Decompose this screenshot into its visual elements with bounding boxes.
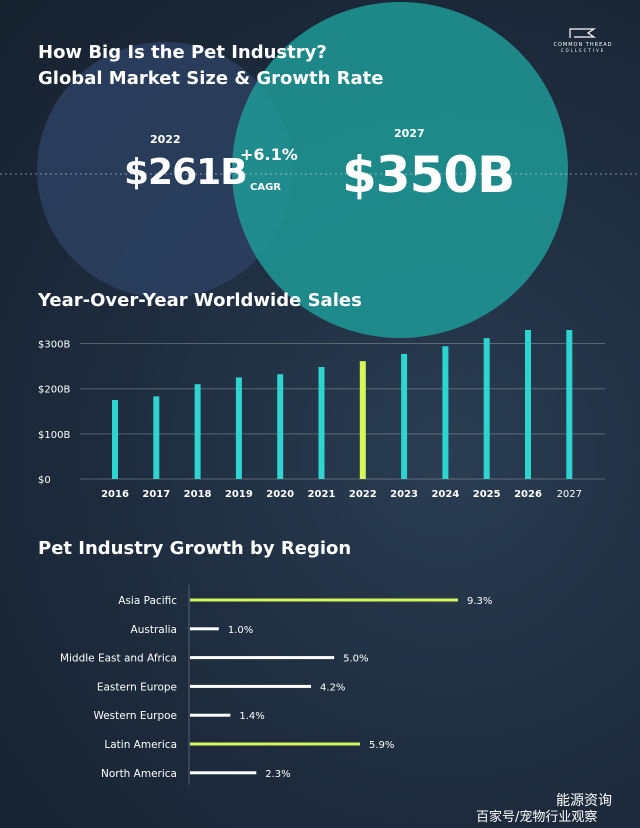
region-value-label: 5.0% (343, 654, 368, 665)
x-tick-label: 2026 (514, 489, 542, 500)
region-bar (190, 742, 361, 746)
y-tick-label: $300B (38, 340, 70, 351)
region-label: Australia (131, 624, 177, 636)
region-label: Eastern Europe (97, 681, 177, 693)
y-tick-label: $100B (38, 430, 70, 441)
bar-2018 (194, 384, 201, 479)
bar-2026 (525, 330, 531, 479)
bar-2020 (277, 374, 284, 479)
bar-2023 (401, 353, 408, 479)
bar-2022 (359, 361, 366, 479)
bar-2025 (483, 338, 490, 479)
region-label: Middle East and Africa (60, 653, 177, 665)
bar-2019 (235, 377, 242, 479)
x-tick-label: 2023 (390, 489, 418, 500)
y-tick-label: $200B (38, 385, 70, 396)
flag-icon (569, 28, 596, 38)
bar-2017 (153, 396, 160, 479)
page-title: How Big Is the Pet Industry? (38, 42, 327, 63)
year-2027-label: 2027 (394, 127, 425, 140)
cagr-value: +6.1% (240, 145, 298, 164)
value-2022: $261B (124, 152, 248, 193)
cagr-label: CAGR (250, 182, 281, 193)
year-2022-label: 2022 (150, 133, 181, 146)
x-tick-label: 2022 (349, 489, 377, 500)
region-bar (190, 684, 312, 688)
x-tick-label: 2017 (142, 489, 170, 500)
logo-text: COMMON THREAD (553, 42, 613, 48)
bar-2027 (566, 330, 573, 479)
x-tick-label: 2021 (308, 489, 336, 500)
circle-2022 (37, 42, 293, 298)
region-bar-chart: Asia Pacific 9.3% Australia 1.0% Middle East… (60, 585, 492, 785)
region-bar (190, 598, 458, 602)
brand-logo: COMMON THREAD COLLECTIVE (548, 28, 618, 53)
region-bar (190, 627, 219, 631)
region-label: Western Eurpoe (93, 710, 177, 722)
region-label: North America (101, 768, 177, 780)
bar-2024 (442, 346, 449, 479)
region-value-label: 9.3% (467, 596, 492, 607)
x-tick-label: 2025 (473, 489, 501, 500)
logo-subtext: COLLECTIVE (560, 48, 606, 53)
region-value-label: 1.4% (239, 711, 264, 722)
x-tick-label: 2016 (101, 489, 129, 500)
x-tick-label: 2020 (266, 489, 294, 500)
x-tick-label: 2018 (184, 489, 212, 500)
bar-2021 (318, 367, 325, 479)
region-value-label: 5.9% (369, 740, 394, 751)
value-2027: $350B (342, 146, 515, 204)
region-bar (190, 713, 231, 717)
sales-bar-chart: $0 $100B $200B $300B 2016 2017 2018 2019 2020 202… (38, 330, 605, 500)
watermark-source: 百家号/宠物行业观察 (476, 810, 598, 825)
x-tick-label: 2024 (431, 489, 459, 500)
region-value-label: 4.2% (320, 682, 345, 693)
x-tick-label: 2019 (225, 489, 253, 500)
watermark-account: 能源资询 (556, 793, 612, 809)
page-subtitle: Global Market Size & Growth Rate (38, 68, 384, 89)
x-tick-label: 2027 (557, 489, 582, 500)
region-bar (190, 771, 257, 775)
region-bar (190, 656, 335, 660)
y-tick-label: $0 (38, 475, 51, 486)
region-value-label: 2.3% (265, 769, 290, 780)
region-chart-title: Pet Industry Growth by Region (38, 538, 352, 559)
region-value-label: 1.0% (228, 625, 253, 636)
region-label: Asia Pacific (118, 595, 177, 607)
region-label: Latin America (104, 739, 177, 751)
circle-2027 (232, 2, 568, 338)
sales-chart-title: Year-Over-Year Worldwide Sales (38, 290, 362, 311)
bar-2016 (112, 399, 118, 479)
